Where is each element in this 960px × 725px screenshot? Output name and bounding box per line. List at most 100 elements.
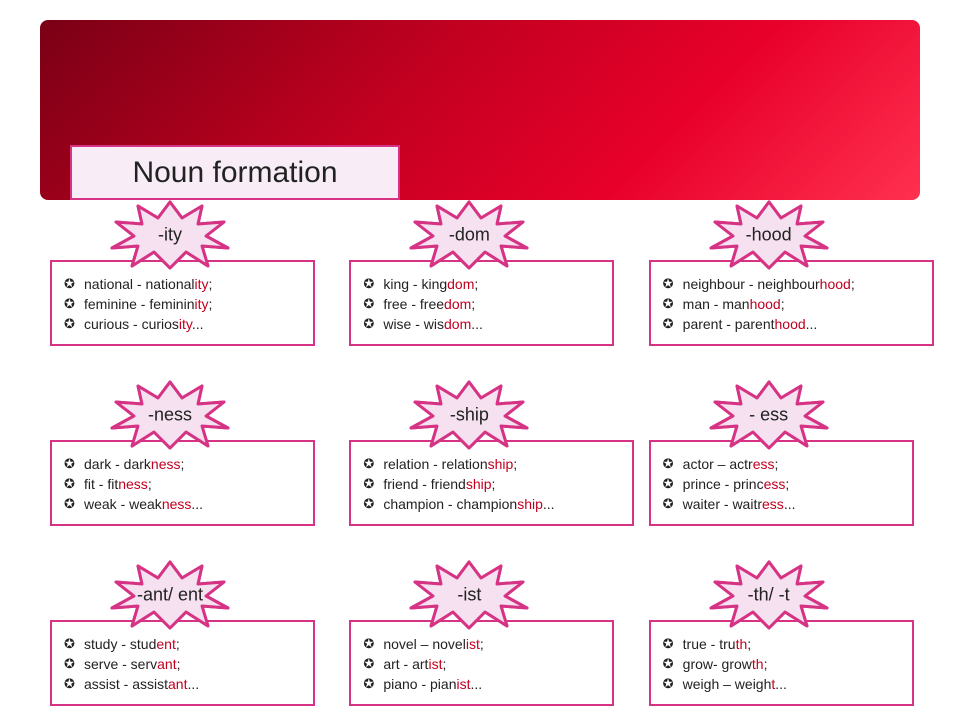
list-item: friend - friendship; xyxy=(359,474,624,494)
word-tail: ; xyxy=(781,296,785,312)
suffix-label: -ity xyxy=(158,225,182,246)
list-item: assist - assistant... xyxy=(60,674,305,694)
word-base: novel – novel xyxy=(383,636,466,652)
example-card: true - truth;grow- growth;weigh – weight… xyxy=(649,620,914,706)
word-tail: ... xyxy=(784,496,796,512)
suffix-label: -ness xyxy=(148,405,192,426)
list-item: dark - darkness; xyxy=(60,454,305,474)
word-base: grow- grow xyxy=(683,656,752,672)
suffix-cell: -ness dark - darkness;fit - fitness;weak … xyxy=(50,405,321,545)
starburst-icon: -dom xyxy=(409,200,529,270)
word-tail: ; xyxy=(747,636,751,652)
word-tail: ; xyxy=(176,636,180,652)
word-suffix: ity xyxy=(195,276,209,292)
list-item: relation - relationship; xyxy=(359,454,624,474)
word-base: man - man xyxy=(683,296,750,312)
word-tail: ; xyxy=(851,276,855,292)
word-suffix: ity xyxy=(179,316,192,332)
word-suffix: th xyxy=(736,636,748,652)
example-card: dark - darkness;fit - fitness;weak - wea… xyxy=(50,440,315,526)
word-tail: ; xyxy=(513,456,517,472)
word-tail: ; xyxy=(785,476,789,492)
word-tail: ; xyxy=(209,276,213,292)
list-item: king - kingdom; xyxy=(359,274,604,294)
suffix-cell: -shiprelation - relationship;friend - fr… xyxy=(349,405,620,545)
list-item: novel – novelist; xyxy=(359,634,604,654)
starburst-icon: - ess xyxy=(709,380,829,450)
word-tail: ; xyxy=(471,296,475,312)
suffix-label: -ant/ ent xyxy=(137,585,203,606)
word-base: king - king xyxy=(383,276,447,292)
word-suffix: ent xyxy=(156,636,175,652)
starburst-icon: -ant/ ent xyxy=(110,560,230,630)
list-item: national - nationality; xyxy=(60,274,305,294)
suffix-label: - ess xyxy=(749,405,788,426)
word-suffix: ess xyxy=(753,456,775,472)
list-item: parent - parenthood... xyxy=(659,314,924,334)
list-item: wise - wisdom... xyxy=(359,314,604,334)
word-tail: ... xyxy=(543,496,555,512)
word-tail: ... xyxy=(471,316,483,332)
word-suffix: dom xyxy=(444,316,471,332)
word-tail: ; xyxy=(774,456,778,472)
word-tail: ; xyxy=(442,656,446,672)
word-suffix: ship xyxy=(488,456,514,472)
word-base: study - stud xyxy=(84,636,156,652)
list-item: neighbour - neighbourhood; xyxy=(659,274,924,294)
example-card: actor – actress; prince - princ ess; waiter… xyxy=(649,440,914,526)
example-card: relation - relationship;friend - friends… xyxy=(349,440,634,526)
suffix-cell: -itynational - nationality;feminine - fe… xyxy=(50,225,321,365)
list-item: feminine - femininity; xyxy=(60,294,305,314)
word-tail: ; xyxy=(492,476,496,492)
list-item: study - student; xyxy=(60,634,305,654)
list-item: piano - pianist... xyxy=(359,674,604,694)
list-item: weak - weakness... xyxy=(60,494,305,514)
word-suffix: ship xyxy=(517,496,543,512)
example-card: neighbour - neighbourhood;man - manhood;… xyxy=(649,260,934,346)
word-base: curious - curios xyxy=(84,316,179,332)
word-base: relation - relation xyxy=(383,456,487,472)
suffix-label: -ship xyxy=(450,405,489,426)
word-tail: ; xyxy=(148,476,152,492)
starburst-icon: -th/ -t xyxy=(709,560,829,630)
suffix-label: -ist xyxy=(457,585,481,606)
starburst-icon: -ity xyxy=(110,200,230,270)
list-item: curious - curiosity... xyxy=(60,314,305,334)
list-item: man - manhood; xyxy=(659,294,924,314)
suffix-cell: - ess actor – actress; prince - princ ess; w… xyxy=(649,405,920,545)
word-base: neighbour - neighbour xyxy=(683,276,820,292)
starburst-icon: -ship xyxy=(409,380,529,450)
suffix-label: -dom xyxy=(449,225,490,246)
word-base: national - national xyxy=(84,276,195,292)
page-title: Noun formation xyxy=(70,145,400,200)
word-suffix: hood xyxy=(820,276,851,292)
word-tail: ; xyxy=(474,276,478,292)
list-item: actor – actress; xyxy=(659,454,904,474)
word-tail: ; xyxy=(181,456,185,472)
starburst-icon: -ist xyxy=(409,560,529,630)
word-suffix: dom xyxy=(447,276,474,292)
word-suffix: ship xyxy=(466,476,492,492)
word-base: piano - pian xyxy=(383,676,456,692)
example-card: national - nationality;feminine - femini… xyxy=(50,260,315,346)
word-tail: ... xyxy=(775,676,787,692)
word-base: prince - princ xyxy=(683,476,764,492)
suffix-label: -hood xyxy=(746,225,792,246)
word-suffix: ness xyxy=(118,476,148,492)
list-item: waiter - waitress... xyxy=(659,494,904,514)
list-item: free - freedom; xyxy=(359,294,604,314)
word-suffix: ity xyxy=(195,296,209,312)
word-base: art - art xyxy=(383,656,428,672)
list-item: weigh – weight... xyxy=(659,674,904,694)
word-base: waiter - waitr xyxy=(683,496,762,512)
example-card: novel – novelist;art - artist;piano - pi… xyxy=(349,620,614,706)
starburst-icon: -hood xyxy=(709,200,829,270)
suffix-cell: -hood neighbour - neighbourhood; man - man… xyxy=(649,225,920,365)
word-suffix: ness xyxy=(151,456,181,472)
word-suffix: ess xyxy=(762,496,784,512)
word-base: assist - assist xyxy=(84,676,168,692)
list-item: serve - servant; xyxy=(60,654,305,674)
word-base: serve - serv xyxy=(84,656,157,672)
word-tail: ; xyxy=(480,636,484,652)
word-base: free - free xyxy=(383,296,444,312)
